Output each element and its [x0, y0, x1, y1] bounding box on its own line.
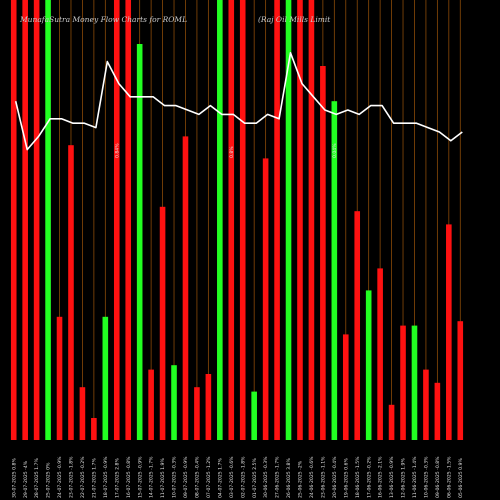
x-tick-label: 25-06-2025 -2%: [298, 460, 304, 498]
x-tick-label: 14-07-2025 -1.7%: [149, 456, 155, 498]
top-value-label: 0.8%: [229, 146, 235, 158]
x-tick-label: 19-06-2025 0.6%: [343, 458, 349, 498]
bar: [10, 0, 17, 440]
x-tick-label: 11-06-2025 -1.4%: [412, 456, 418, 498]
x-tick-label: 12-06-2025 1.9%: [401, 458, 407, 498]
x-tick-label: 04-07-2025 1.7%: [217, 458, 223, 498]
x-tick-label: 11-07-2025 1.9%: [160, 458, 166, 498]
bar: [354, 211, 361, 440]
x-tick-label: 17-06-2025 -0.2%: [366, 456, 372, 498]
bar: [365, 290, 372, 440]
bar: [148, 369, 154, 440]
chart-subtitle: (Raj Oil Mills Limit: [258, 15, 331, 24]
bar: [342, 334, 349, 440]
x-tick-label: 26-06-2025 3.8%: [286, 458, 292, 498]
bar: [457, 321, 464, 440]
bar: [171, 365, 177, 440]
bar: [251, 391, 257, 440]
x-tick-label: 02-07-2025 -1.8%: [240, 456, 246, 498]
bar: [297, 0, 303, 440]
top-labels: 0.84% 0.8% 0.04%: [114, 143, 338, 158]
bars: [10, 0, 464, 440]
bar: [423, 369, 429, 440]
x-tick-label: 05-06-2025 0.9%: [458, 458, 464, 498]
x-tick-label: 01-07-2025 2.5%: [252, 458, 258, 498]
bar: [113, 0, 120, 440]
bar: [411, 325, 418, 440]
bar: [136, 44, 143, 440]
bar: [56, 316, 63, 440]
x-tick-label: 18-07-2025 -0.9%: [103, 456, 109, 498]
x-tick-label: 24-07-2025 -0.9%: [57, 456, 63, 498]
x-tick-label: 09-06-2025 -0.8%: [435, 456, 441, 498]
top-value-label: 0.84%: [114, 143, 120, 158]
x-tick-label: 17-07-2025 2.8%: [114, 458, 120, 498]
x-tick-label: 08-07-2025 -0.4%: [195, 456, 201, 498]
bar: [45, 0, 51, 440]
x-tick-label: 30-07-2025 0.8%: [11, 458, 17, 498]
bar: [205, 374, 212, 440]
bar: [274, 0, 280, 440]
bar: [331, 101, 338, 440]
bar: [194, 387, 200, 440]
top-value-label: 0.04%: [332, 143, 338, 158]
x-tick-label: 09-07-2025 -0.9%: [183, 456, 189, 498]
bar: [434, 382, 441, 440]
x-tick-label: 29-07-2025 -4%: [23, 460, 29, 498]
bar: [102, 316, 109, 440]
bar: [68, 145, 74, 440]
bar: [239, 0, 246, 440]
x-tick-label: 15-07-2025 -0.9%: [137, 456, 143, 498]
x-tick-label: 10-06-2025 -0.3%: [424, 456, 430, 498]
bar: [262, 158, 269, 440]
bar: [320, 66, 326, 440]
bar: [228, 0, 235, 440]
bar: [33, 0, 40, 440]
bar: [446, 224, 452, 440]
bar: [79, 387, 86, 440]
x-tick-label: 13-06-2025 -0.9%: [389, 456, 395, 498]
x-tick-label: 30-06-2025 -0.3%: [263, 456, 269, 498]
money-flow-line: [14, 51, 463, 151]
bar: [400, 325, 406, 440]
x-tick-label: 22-07-2025 -0.2%: [80, 456, 86, 498]
x-tick-labels: 30-07-2025 0.8% 29-07-2025 -4% 28-07-2025 …: [11, 456, 464, 498]
x-tick-label: 23-07-2025 -1.8%: [69, 456, 75, 498]
x-tick-label: 24-06-2025 -0.6%: [309, 456, 315, 498]
bar: [308, 0, 315, 440]
x-tick-label: 20-06-2025 -0.4%: [332, 456, 338, 498]
x-tick-label: 03-07-2025 -0.6%: [229, 456, 235, 498]
bar: [91, 418, 97, 440]
x-tick-label: 16-06-2025 -2.1%: [378, 456, 384, 498]
x-tick-label: 06-06-2025 -1.5%: [446, 456, 452, 498]
bar: [125, 0, 132, 440]
x-tick-label: 18-06-2025 -1.5%: [355, 456, 361, 498]
chart-title: MunafaSutra Money Flow Charts for ROML: [19, 15, 187, 24]
x-tick-label: 10-07-2025 -0.3%: [172, 456, 178, 498]
bar: [182, 136, 189, 440]
vertical-grid-lines: [13, 0, 461, 440]
x-tick-label: 27-06-2025 -1.7%: [275, 456, 281, 498]
x-tick-label: 07-07-2025 -1.2%: [206, 456, 212, 498]
bar: [388, 404, 395, 440]
x-tick-label: 21-07-2025 1.7%: [91, 458, 97, 498]
bar: [22, 0, 28, 440]
x-tick-label: 16-07-2025 -0.8%: [126, 456, 132, 498]
x-tick-label: 28-07-2025 1.7%: [34, 458, 40, 498]
x-tick-label: 23-06-2025 -1.1%: [320, 456, 326, 498]
bar: [159, 206, 166, 440]
x-tick-label: 25-07-2025 0%: [46, 462, 52, 498]
bar: [285, 0, 292, 440]
bar: [377, 268, 383, 440]
bar: [217, 0, 223, 440]
